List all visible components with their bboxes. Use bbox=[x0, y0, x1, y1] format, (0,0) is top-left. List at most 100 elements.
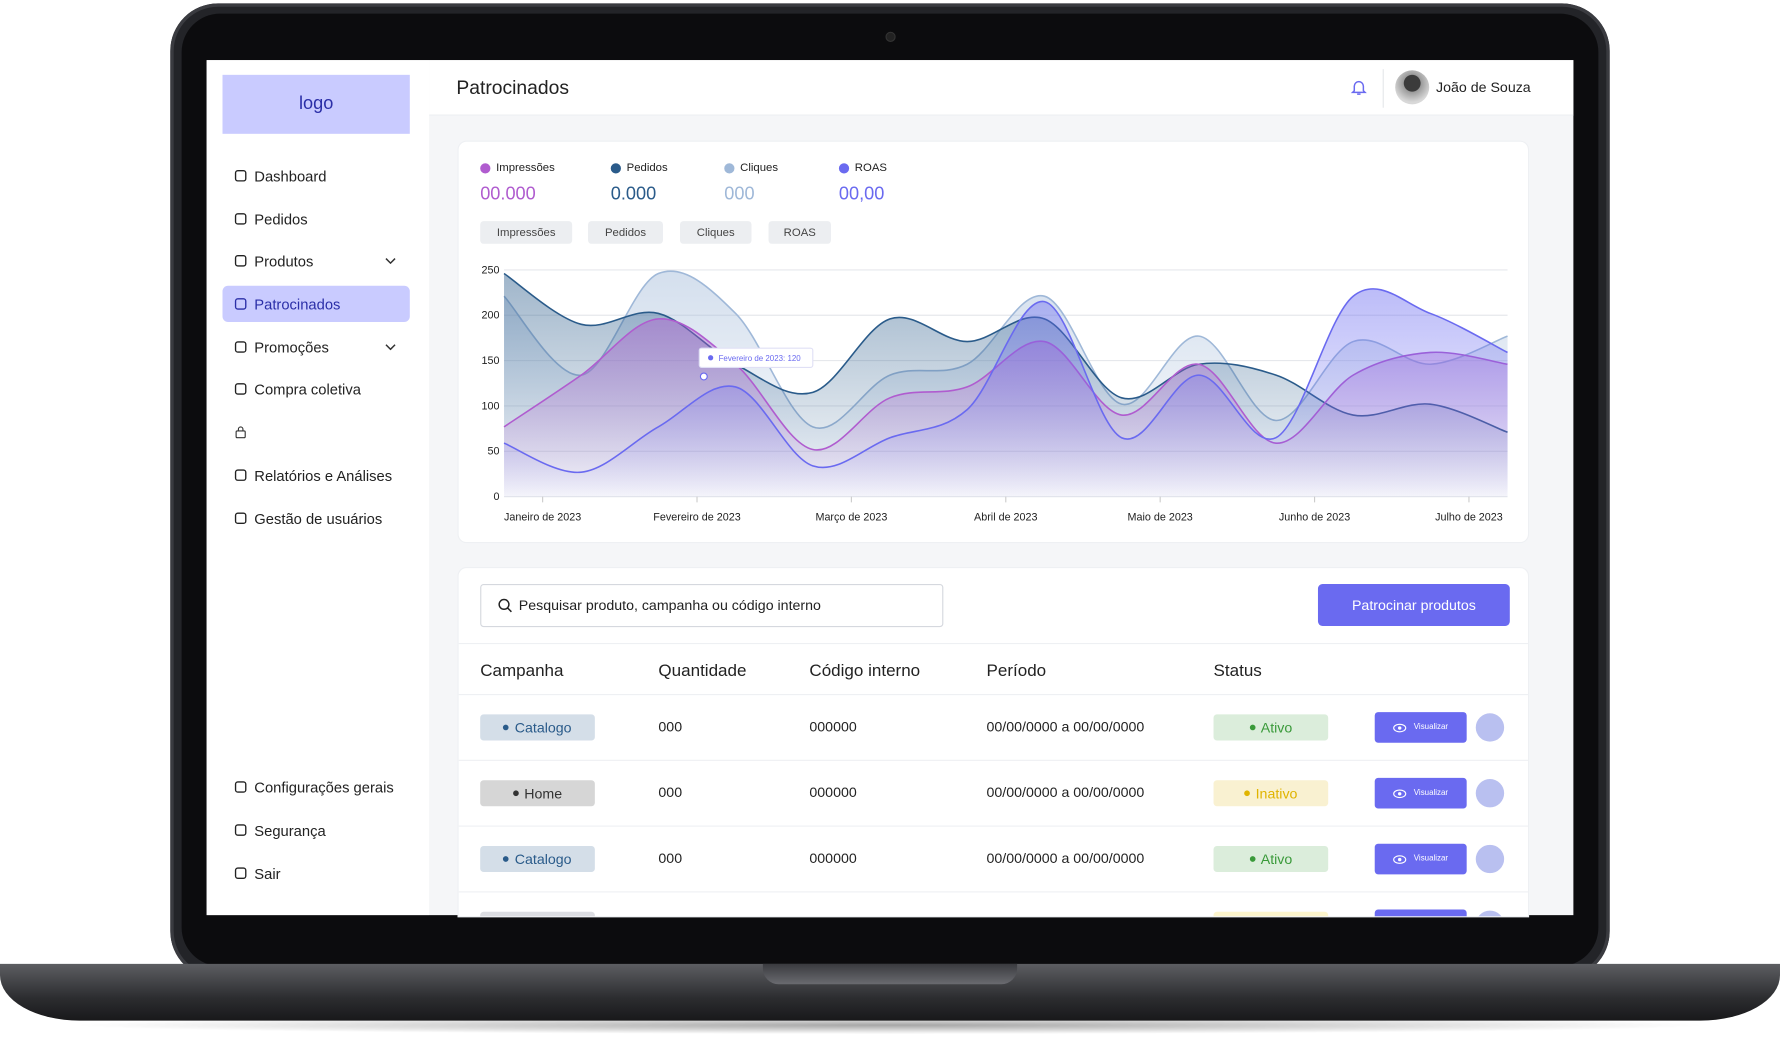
metric-tab[interactable]: ROAS bbox=[768, 221, 831, 244]
legend-label: ROAS bbox=[854, 162, 887, 175]
campaign-tag[interactable] bbox=[480, 911, 595, 917]
row-divider bbox=[458, 825, 1528, 827]
tooltip-box bbox=[698, 347, 814, 368]
tooltip-dot bbox=[708, 355, 714, 361]
nav-icon bbox=[234, 781, 247, 793]
nav-item[interactable]: Pedidos bbox=[222, 201, 409, 237]
nav-item[interactable]: Relatórios e Análises bbox=[222, 457, 409, 493]
tooltip-point bbox=[699, 372, 708, 381]
user-name[interactable]: João de Souza bbox=[1436, 79, 1531, 96]
metric-tab[interactable]: Pedidos bbox=[588, 221, 663, 244]
chart: 0 50 100 150 200 250 Janeiro de 2023 Fevereiro … bbox=[482, 264, 1508, 524]
campaign-tag[interactable]: Catalogo bbox=[480, 845, 595, 873]
nav-icon bbox=[234, 512, 247, 525]
view-label: Visualizar bbox=[1413, 723, 1449, 732]
legend-label: Impressões bbox=[496, 162, 555, 175]
page-title: Patrocinados bbox=[456, 77, 570, 99]
nav-item[interactable]: Segurança bbox=[222, 812, 409, 848]
metric-value: 00.000 bbox=[480, 184, 536, 205]
y-tick-label: 150 bbox=[482, 355, 500, 367]
nav-label: Promoções bbox=[254, 338, 329, 356]
delete-button[interactable] bbox=[1475, 713, 1505, 742]
status-badge: Ativo bbox=[1213, 714, 1329, 741]
metric-tab[interactable]: Cliques bbox=[679, 221, 752, 244]
metric-value: 000 bbox=[724, 184, 755, 205]
legend-item[interactable]: Cliques bbox=[724, 162, 779, 175]
avatar[interactable] bbox=[1395, 70, 1430, 105]
nav-item[interactable] bbox=[222, 414, 409, 450]
view-button[interactable] bbox=[1374, 909, 1467, 917]
nav-item[interactable]: Configurações gerais bbox=[222, 769, 409, 805]
view-button[interactable]: Visualizar bbox=[1374, 712, 1467, 743]
view-label: Visualizar bbox=[1413, 855, 1449, 863]
quantity: 000 bbox=[658, 718, 683, 735]
nav-icon bbox=[234, 169, 247, 182]
chart-card: 0 50 100 150 200 250 Janeiro de 2023 Fevereiro … bbox=[457, 140, 1530, 544]
campaign-name: Catalogo bbox=[514, 851, 572, 867]
search-box[interactable]: Pesquisar produto, campanha ou código in… bbox=[480, 584, 944, 628]
column-header: Período bbox=[986, 661, 1047, 681]
nav-item[interactable]: Dashboard bbox=[222, 158, 409, 194]
legend-item[interactable]: ROAS bbox=[838, 162, 887, 175]
view-label: Visualizar bbox=[1413, 789, 1449, 798]
view-button[interactable]: Visualizar bbox=[1374, 777, 1467, 809]
nav-item[interactable]: Promoções bbox=[222, 329, 409, 365]
row-divider bbox=[458, 891, 1528, 893]
nav-label: Relatórios e Análises bbox=[254, 466, 393, 484]
sponsor-button[interactable]: Patrocinar produtos bbox=[1317, 584, 1510, 626]
y-tick-label: 50 bbox=[487, 446, 499, 458]
view-button[interactable]: Visualizar bbox=[1374, 843, 1467, 875]
delete-button[interactable] bbox=[1475, 910, 1505, 917]
nav-icon bbox=[234, 867, 247, 879]
x-tick-label: Março de 2023 bbox=[815, 512, 887, 524]
line bbox=[503, 288, 1508, 473]
metric-value: 00,00 bbox=[838, 184, 885, 205]
delete-button[interactable] bbox=[1475, 779, 1505, 808]
delete-button[interactable] bbox=[1475, 844, 1505, 874]
nav-label: Dashboard bbox=[254, 167, 327, 185]
legend-label: Cliques bbox=[740, 162, 779, 175]
notch bbox=[762, 963, 1018, 985]
eye-icon bbox=[1393, 854, 1407, 864]
code: 000000 bbox=[809, 850, 857, 867]
metric-value: 0.000 bbox=[610, 184, 657, 205]
nav-item[interactable]: Produtos bbox=[222, 243, 409, 279]
metric-tab[interactable]: Impressões bbox=[480, 221, 573, 244]
chevron bbox=[385, 344, 396, 351]
shadow bbox=[68, 1016, 1712, 1035]
campaign-tag[interactable]: Catalogo bbox=[480, 714, 595, 741]
campaign-tag[interactable]: Home bbox=[480, 780, 595, 807]
nav-icon bbox=[234, 341, 247, 353]
nav-label: Patrocinados bbox=[254, 295, 341, 313]
row-divider bbox=[458, 694, 1528, 696]
status-badge: Inativo bbox=[1213, 780, 1329, 807]
nav-item[interactable]: Gestão de usuários bbox=[222, 500, 409, 536]
code: 000000 bbox=[809, 784, 857, 801]
table-card: Pesquisar produto, campanha ou código in… bbox=[457, 567, 1530, 918]
nav-icon bbox=[234, 824, 247, 836]
nav-icon bbox=[234, 213, 247, 225]
campaign-name: Catalogo bbox=[514, 719, 572, 736]
x-tick-label: Janeiro de 2023 bbox=[504, 512, 581, 524]
nav-item[interactable]: Sair bbox=[222, 855, 409, 891]
divider bbox=[1382, 69, 1384, 108]
y-tick-label: 0 bbox=[493, 491, 499, 503]
nav-item[interactable]: Compra coletiva bbox=[222, 371, 409, 407]
quantity: 000 bbox=[658, 850, 683, 867]
nav-label: Sair bbox=[254, 864, 281, 882]
status-text: Ativo bbox=[1260, 719, 1293, 736]
nav-item[interactable]: Patrocinados bbox=[222, 285, 410, 323]
nav-label: Pedidos bbox=[254, 210, 308, 228]
legend-item[interactable]: Pedidos bbox=[610, 162, 668, 175]
nav-label: Gestão de usuários bbox=[254, 509, 383, 527]
legend-item[interactable]: Impressões bbox=[480, 162, 555, 175]
y-tick-label: 250 bbox=[482, 264, 500, 276]
campaign-name: Home bbox=[524, 785, 563, 802]
column-header: Quantidade bbox=[658, 661, 747, 681]
period: 00/00/0000 a 00/00/0000 bbox=[986, 784, 1145, 801]
status-text: Ativo bbox=[1260, 851, 1293, 867]
logo[interactable]: logo bbox=[222, 74, 410, 134]
nav-label: Segurança bbox=[254, 821, 326, 839]
bell-icon[interactable] bbox=[1350, 78, 1367, 96]
x-tick-label: Maio de 2023 bbox=[1128, 512, 1193, 524]
